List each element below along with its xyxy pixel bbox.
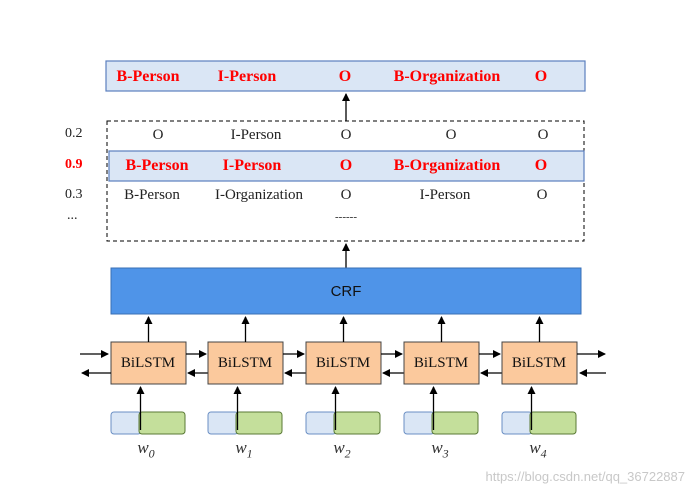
input-token-0: w0 (137, 438, 155, 461)
best-path-label-2: O (338, 68, 352, 85)
input-token-1: w1 (235, 438, 253, 461)
bilstm-label-3: BiLSTM (413, 355, 469, 371)
best-path-label-1: I-Person (217, 68, 277, 85)
bilstm-label-0: BiLSTM (120, 355, 176, 371)
candidate-0-label-1: I-Person (230, 127, 282, 143)
embedding-left-3 (403, 411, 435, 435)
candidate-score-0: 0.2 (65, 126, 83, 141)
candidate-score-1: 0.9 (65, 157, 83, 172)
bilstm-layer (110, 316, 578, 435)
bilstm-cell-4 (501, 341, 578, 385)
embedding-left-2 (305, 411, 337, 435)
bilstm-label-2: BiLSTM (315, 355, 371, 371)
embedding-right-3 (431, 411, 479, 435)
candidate-score-2: 0.3 (65, 187, 83, 202)
candidate-1-label-4: O (534, 157, 548, 174)
best-path-label-0: B-Person (116, 68, 180, 85)
candidate-0-label-2: O (340, 127, 352, 143)
candidate-2-label-0: B-Person (124, 187, 180, 203)
bilstm-cell-3 (403, 341, 480, 385)
embedding-right-2 (333, 411, 381, 435)
input-token-4: w4 (529, 438, 547, 461)
candidate-1-label-1: I-Person (222, 157, 282, 174)
candidate-0-label-0: O (152, 127, 164, 143)
best-path-label-3: B-Organization (393, 68, 501, 85)
bilstm-cell-1 (207, 341, 284, 385)
candidate-1-label-3: B-Organization (393, 157, 501, 174)
crf-layer (110, 267, 582, 315)
best-path-box (105, 60, 586, 92)
candidate-1-label-0: B-Person (125, 157, 189, 174)
input-token-2: w2 (333, 438, 351, 461)
bilstm-cell-2 (305, 341, 382, 385)
candidate-2-label-4: O (536, 187, 548, 203)
crf-label: CRF (330, 283, 362, 300)
candidate-ellipsis: ------ (335, 211, 357, 223)
embedding-left-0 (110, 411, 142, 435)
highlight-row-box (108, 150, 585, 182)
candidate-score-ellipsis: ... (67, 208, 78, 223)
bilstm-label-4: BiLSTM (511, 355, 567, 371)
embedding-right-4 (529, 411, 577, 435)
bilstm-label-1: BiLSTM (217, 355, 273, 371)
candidate-0-label-4: O (537, 127, 549, 143)
embedding-left-1 (207, 411, 239, 435)
embedding-left-4 (501, 411, 533, 435)
bilstm-cell-0 (110, 341, 187, 385)
candidate-2-label-1: I-Organization (214, 187, 304, 203)
candidate-1-label-2: O (339, 157, 353, 174)
embedding-right-0 (138, 411, 186, 435)
watermark: https://blog.csdn.net/qq_36722887 (485, 469, 686, 484)
embedding-right-1 (235, 411, 283, 435)
candidate-0-label-3: O (445, 127, 457, 143)
candidates-box (106, 120, 585, 242)
input-token-3: w3 (431, 438, 449, 461)
candidate-2-label-2: O (340, 187, 352, 203)
candidate-2-label-3: I-Person (419, 187, 471, 203)
best-path-label-4: O (534, 68, 548, 85)
